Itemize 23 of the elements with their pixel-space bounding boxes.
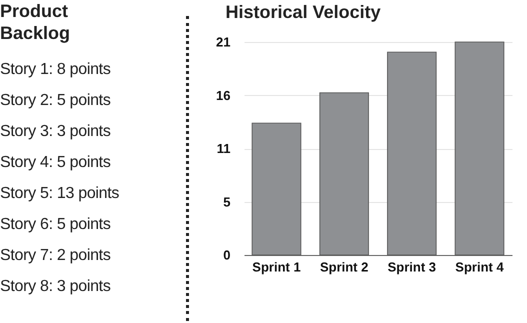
x-tick-label: Sprint 4 (455, 260, 504, 274)
text: Story 4: 5 points (0, 153, 112, 173)
y-tick-label: 16 (216, 88, 230, 103)
text: Story 2: 5 points (0, 91, 112, 111)
text: Story 8: 3 points (0, 277, 112, 297)
x-tick-label: Sprint 1 (252, 260, 301, 274)
bar (319, 92, 369, 256)
y-tick-label: 21 (216, 34, 230, 50)
text: Story 7: 2 points (0, 246, 112, 266)
y-tick-label: 11 (216, 141, 230, 156)
text: Story 1: 8 points (0, 60, 112, 80)
bar (252, 122, 302, 256)
y-tick-label: 5 (223, 194, 230, 210)
bar (454, 42, 504, 256)
x-tick-label: Sprint 2 (320, 260, 368, 274)
text: Story 6: 5 points (0, 215, 112, 235)
text: Story 3: 3 points (0, 122, 112, 142)
bar (387, 52, 437, 256)
text: Product Backlog (0, 0, 72, 44)
chart-title: Historical Velocity (226, 2, 381, 22)
y-tick-label: 0 (223, 248, 230, 262)
x-tick-label: Sprint 3 (388, 260, 436, 274)
text: Story 5: 13 points (0, 184, 120, 204)
